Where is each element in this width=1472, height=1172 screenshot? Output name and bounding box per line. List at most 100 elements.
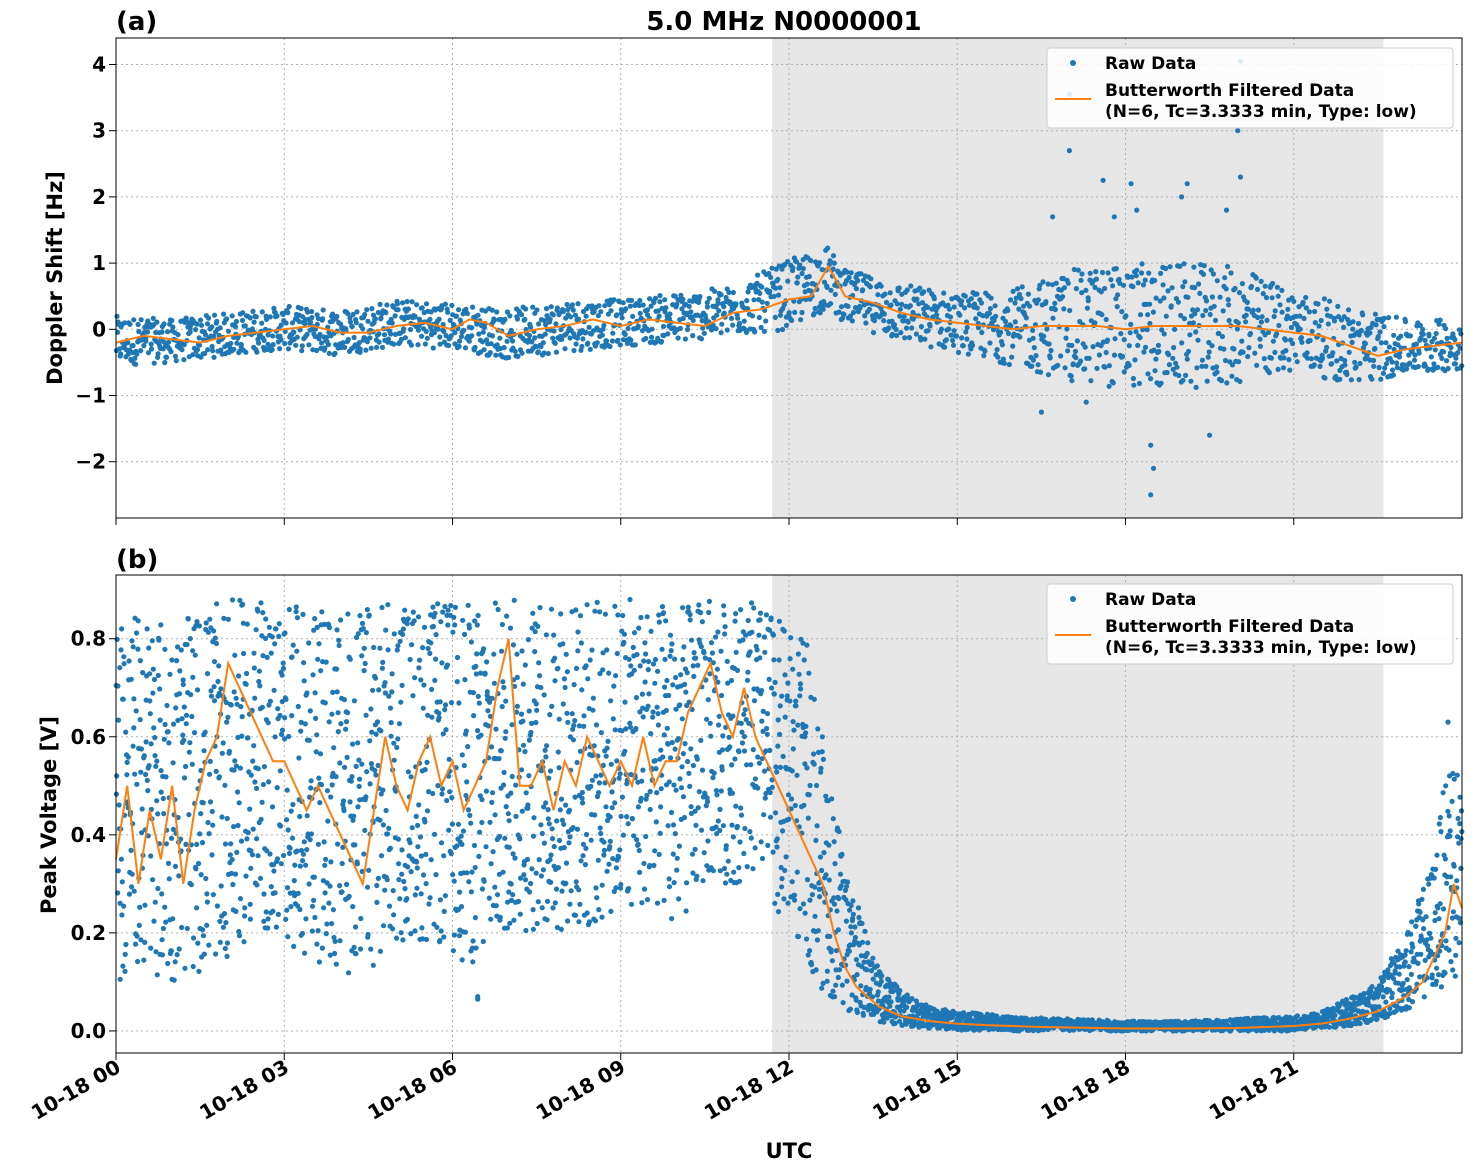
raw-data-point (1309, 328, 1315, 334)
raw-data-point (1082, 366, 1088, 372)
raw-data-point (1161, 295, 1167, 301)
raw-data-point (768, 274, 774, 280)
raw-data-point (790, 265, 796, 271)
raw-data-point (528, 880, 534, 887)
raw-data-point (556, 310, 562, 316)
raw-data-point (560, 641, 566, 647)
raw-data-point (120, 696, 126, 702)
raw-data-point (449, 795, 455, 801)
raw-data-point (862, 928, 868, 934)
raw-data-point (925, 328, 931, 334)
raw-data-point (597, 609, 603, 615)
raw-data-point (296, 319, 302, 325)
raw-data-point (519, 350, 525, 356)
raw-data-point (378, 728, 384, 734)
legend-raw-label-a: Raw Data (1105, 54, 1196, 74)
raw-data-point (154, 972, 160, 978)
raw-data-point (698, 336, 705, 342)
raw-data-point (532, 649, 538, 655)
raw-data-point (317, 751, 324, 757)
raw-data-point (269, 346, 275, 353)
raw-data-point (497, 914, 503, 920)
raw-data-point (1396, 354, 1403, 360)
raw-data-point (1369, 376, 1375, 382)
raw-data-point (543, 754, 549, 760)
raw-data-point (307, 327, 313, 333)
raw-data-point (196, 342, 203, 348)
raw-data-point (115, 868, 121, 874)
raw-data-point (1320, 337, 1326, 343)
raw-data-point (749, 313, 756, 319)
raw-data-point (530, 610, 536, 616)
raw-data-point (785, 680, 791, 686)
raw-data-point (280, 660, 286, 666)
raw-data-point (752, 329, 758, 335)
raw-data-point (358, 946, 364, 952)
raw-data-point (503, 804, 509, 810)
raw-data-point (1383, 340, 1389, 346)
raw-data-outlier (1223, 207, 1230, 213)
raw-data-point (605, 738, 611, 744)
raw-data-point (128, 676, 134, 682)
raw-data-point (283, 916, 289, 923)
raw-data-point (549, 836, 556, 842)
raw-data-point (427, 316, 433, 322)
raw-data-point (126, 891, 133, 897)
raw-data-point (394, 744, 400, 751)
raw-data-point (479, 339, 486, 345)
raw-data-point (204, 899, 210, 905)
raw-data-point (593, 773, 599, 779)
raw-data-point (538, 344, 544, 350)
raw-data-point (342, 344, 348, 350)
raw-data-point (1344, 371, 1350, 378)
raw-data-point (1181, 316, 1187, 322)
raw-data-point (274, 785, 280, 791)
raw-data-point (1090, 344, 1096, 350)
raw-data-point (1139, 270, 1145, 276)
raw-data-point (777, 285, 783, 291)
raw-data-point (437, 937, 443, 944)
raw-data-point (1382, 365, 1388, 371)
raw-data-point (481, 646, 487, 652)
raw-data-point (1185, 348, 1192, 354)
raw-data-point (811, 761, 817, 767)
raw-data-point (284, 885, 291, 891)
raw-data-point (181, 704, 187, 710)
raw-data-point (404, 896, 410, 902)
raw-data-point (385, 647, 391, 653)
raw-data-point (340, 340, 346, 346)
raw-data-point (241, 650, 247, 657)
raw-data-point (391, 912, 397, 918)
raw-data-point (1243, 312, 1249, 318)
raw-data-point (1271, 313, 1277, 320)
raw-data-point (1158, 270, 1164, 276)
raw-data-point (1362, 341, 1368, 347)
raw-data-point (848, 924, 854, 930)
raw-data-point (698, 737, 704, 744)
raw-data-point (1237, 378, 1243, 384)
raw-data-point (603, 338, 610, 344)
raw-data-point (218, 883, 224, 889)
raw-data-point (265, 332, 271, 338)
raw-data-point (119, 912, 125, 918)
raw-data-point (211, 312, 218, 318)
raw-data-point (561, 845, 567, 851)
raw-data-point (194, 905, 200, 911)
raw-data-point (266, 779, 272, 785)
raw-data-point (441, 934, 447, 940)
raw-data-point (597, 671, 603, 677)
raw-data-point (194, 687, 201, 693)
raw-data-point (184, 641, 190, 648)
raw-data-point (1147, 301, 1153, 307)
raw-data-point (831, 895, 837, 901)
raw-data-point (121, 661, 127, 667)
raw-data-point (574, 826, 581, 832)
raw-data-point (301, 660, 307, 666)
raw-data-point (1417, 322, 1423, 328)
raw-data-point (398, 930, 404, 936)
raw-data-point (396, 877, 402, 883)
raw-data-point (1112, 336, 1118, 342)
raw-data-point (493, 352, 499, 358)
raw-data-point (1240, 349, 1246, 355)
raw-data-point (298, 306, 304, 312)
